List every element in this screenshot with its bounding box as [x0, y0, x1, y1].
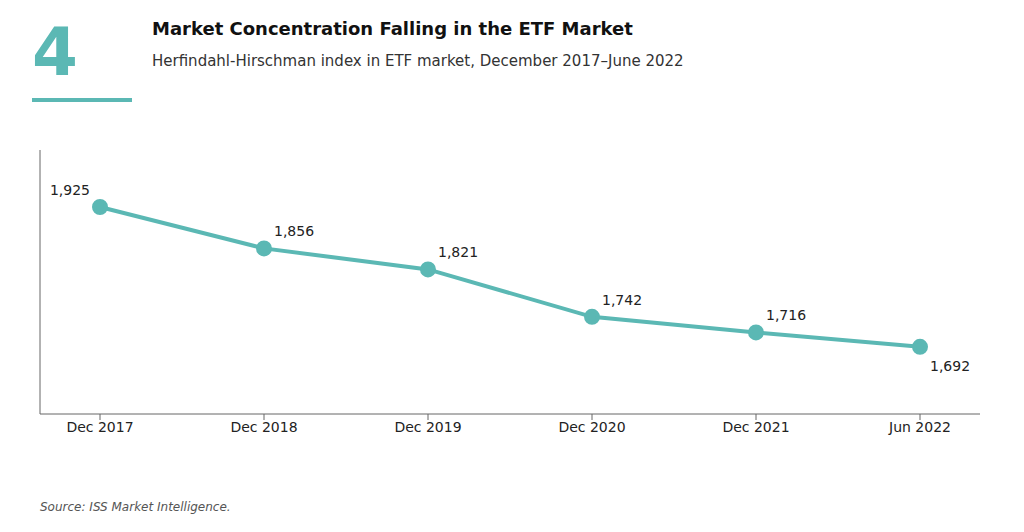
svg-text:1,856: 1,856	[274, 223, 314, 239]
svg-text:1,716: 1,716	[766, 307, 806, 323]
html-text:Market Concentration Falling i: Market Concentration Falling in the ETF …	[152, 18, 633, 39]
svg-text:1,821: 1,821	[438, 244, 478, 260]
svg-text:Dec 2021: Dec 2021	[722, 419, 789, 435]
svg-text:1,692: 1,692	[930, 358, 970, 374]
svg-text:Dec 2017: Dec 2017	[66, 419, 133, 435]
svg-text:Dec 2020: Dec 2020	[558, 419, 625, 435]
svg-text:1,742: 1,742	[602, 292, 642, 308]
svg-text:1,925: 1,925	[50, 182, 90, 198]
svg-text:Jun 2022: Jun 2022	[888, 419, 951, 435]
html-text:4: 4	[32, 14, 78, 91]
svg-text:Dec 2019: Dec 2019	[394, 419, 461, 435]
svg-text:Dec 2018: Dec 2018	[230, 419, 297, 435]
html-text:Herfindahl-Hirschman index in: Herfindahl-Hirschman index in ETF market…	[152, 52, 684, 70]
html-text:Source: ISS Market Intelligenc: Source: ISS Market Intelligence.	[40, 500, 231, 514]
